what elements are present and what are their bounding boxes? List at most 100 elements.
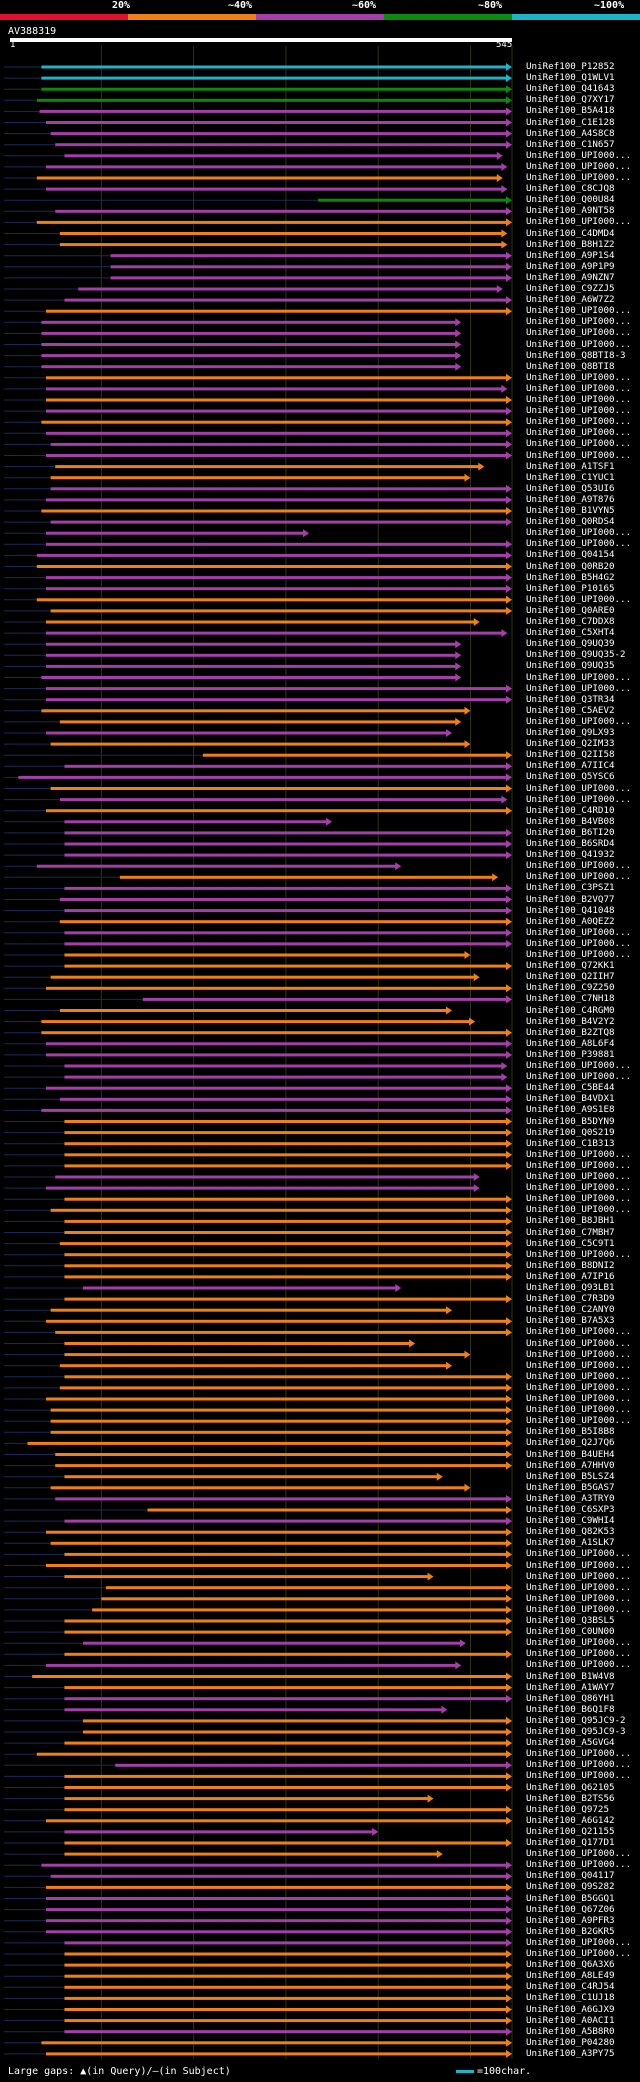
hit-label[interactable]: UniRef100_UPI000...: [526, 394, 632, 405]
hit-label[interactable]: UniRef100_C2ANY0: [526, 1304, 615, 1316]
hit-label[interactable]: UniRef100_A1SLK7: [526, 1537, 615, 1549]
hit-label[interactable]: UniRef100_UPI000...: [526, 1592, 632, 1604]
hit-label[interactable]: UniRef100_B6SRD4: [526, 838, 615, 849]
hit-label[interactable]: UniRef100_UPI000...: [526, 1159, 632, 1171]
hit-label[interactable]: UniRef100_A0QEZ2: [526, 915, 615, 927]
hit-label[interactable]: UniRef100_Q0ARE0: [526, 604, 615, 616]
hit-label[interactable]: UniRef100_B8H1Z2: [526, 238, 615, 250]
hit-label[interactable]: UniRef100_A3TRY0: [526, 1492, 615, 1504]
hit-label[interactable]: UniRef100_UPI000...: [526, 382, 632, 394]
hit-label[interactable]: UniRef100_A4S8C8: [526, 127, 615, 139]
hit-label[interactable]: UniRef100_C7NH18: [526, 993, 615, 1005]
hit-label[interactable]: UniRef100_UPI000...: [526, 1659, 632, 1671]
hit-label[interactable]: UniRef100_UPI000...: [526, 682, 632, 694]
hit-label[interactable]: UniRef100_UPI000...: [526, 1171, 632, 1182]
hit-label[interactable]: UniRef100_UPI000...: [526, 1570, 632, 1582]
hit-label[interactable]: UniRef100_C1E128: [526, 116, 615, 128]
hit-label[interactable]: UniRef100_UPI000...: [526, 527, 632, 539]
hit-label[interactable]: UniRef100_Q2J7Q6: [526, 1437, 615, 1449]
hit-label[interactable]: UniRef100_Q9UQ35-2: [526, 649, 626, 661]
hit-label[interactable]: UniRef100_B1VYN5: [526, 505, 615, 516]
hit-label[interactable]: UniRef100_A7IP16: [526, 1270, 615, 1282]
hit-label[interactable]: UniRef100_A6W7Z2: [526, 294, 615, 306]
hit-label[interactable]: UniRef100_UPI000...: [526, 1071, 632, 1083]
hit-label[interactable]: UniRef100_UPI000...: [526, 405, 632, 417]
hit-label[interactable]: UniRef100_A9S1E8: [526, 1104, 615, 1116]
hit-label[interactable]: UniRef100_B6Q1F8: [526, 1703, 615, 1715]
hit-label[interactable]: UniRef100_UPI000...: [526, 1859, 632, 1871]
hit-label[interactable]: UniRef100_A9NZN7: [526, 271, 615, 283]
hit-label[interactable]: UniRef100_UPI000...: [526, 1748, 632, 1760]
hit-label[interactable]: UniRef100_A0ACI1: [526, 2014, 615, 2026]
hit-label[interactable]: UniRef100_Q9LX93: [526, 727, 615, 738]
hit-label[interactable]: UniRef100_B2TS56: [526, 1792, 615, 1804]
hit-label[interactable]: UniRef100_UPI000...: [526, 1381, 632, 1393]
hit-label[interactable]: UniRef100_Q86YH1: [526, 1692, 615, 1704]
hit-label[interactable]: UniRef100_P04280: [526, 2036, 615, 2048]
hit-label[interactable]: UniRef100_Q9725: [526, 1803, 609, 1815]
hit-label[interactable]: UniRef100_UPI000...: [526, 949, 632, 960]
hit-label[interactable]: UniRef100_Q0RDS4: [526, 516, 615, 528]
hit-label[interactable]: UniRef100_Q177D1: [526, 1837, 615, 1848]
hit-label[interactable]: UniRef100_C4RGM0: [526, 1004, 615, 1016]
hit-label[interactable]: UniRef100_C0UN00: [526, 1626, 615, 1638]
hit-label[interactable]: UniRef100_UPI000...: [526, 305, 632, 317]
hit-label[interactable]: UniRef100_C9ZZJ5: [526, 283, 615, 294]
hit-label[interactable]: UniRef100_B5LSZ4: [526, 1470, 615, 1482]
hit-label[interactable]: UniRef100_B8DNI2: [526, 1259, 615, 1271]
hit-label[interactable]: UniRef100_C1B313: [526, 1137, 615, 1149]
hit-label[interactable]: UniRef100_UPI000...: [526, 1204, 632, 1216]
hit-label[interactable]: UniRef100_UPI000...: [526, 1581, 632, 1593]
hit-label[interactable]: UniRef100_UPI000...: [526, 593, 632, 605]
hit-label[interactable]: UniRef100_P12852: [526, 61, 615, 72]
hit-label[interactable]: UniRef100_UPI000...: [526, 715, 632, 727]
hit-label[interactable]: UniRef100_A6G142: [526, 1814, 615, 1826]
hit-label[interactable]: UniRef100_UPI000...: [526, 1637, 632, 1649]
hit-label[interactable]: UniRef100_Q7XY17: [526, 94, 615, 106]
hit-label[interactable]: UniRef100_UPI000...: [526, 1182, 632, 1194]
hit-label[interactable]: UniRef100_B2VQ77: [526, 893, 615, 905]
hit-label[interactable]: UniRef100_A8L6F4: [526, 1037, 615, 1049]
hit-label[interactable]: UniRef100_C7DDX8: [526, 616, 615, 627]
hit-label[interactable]: UniRef100_B6TI20: [526, 826, 615, 838]
hit-label[interactable]: UniRef100_B4VB08: [526, 815, 615, 827]
hit-label[interactable]: UniRef100_B2ZTQ8: [526, 1026, 615, 1038]
hit-label[interactable]: UniRef100_Q2II58: [526, 749, 615, 761]
hit-label[interactable]: UniRef100_UPI000...: [526, 1348, 632, 1360]
hit-label[interactable]: UniRef100_Q6A3X6: [526, 1959, 615, 1971]
hit-label[interactable]: UniRef100_Q9S282: [526, 1881, 615, 1893]
hit-label[interactable]: UniRef100_Q0S219: [526, 1126, 615, 1138]
hit-label[interactable]: UniRef100_UPI000...: [526, 926, 632, 938]
hit-label[interactable]: UniRef100_UPI000...: [526, 160, 632, 172]
hit-label[interactable]: UniRef100_A7IIC4: [526, 760, 615, 772]
hit-label[interactable]: UniRef100_UPI000...: [526, 1359, 632, 1371]
hit-label[interactable]: UniRef100_UPI000...: [526, 1603, 632, 1615]
hit-label[interactable]: UniRef100_A6GJX9: [526, 2003, 615, 2015]
hit-label[interactable]: UniRef100_Q5YSC6: [526, 771, 615, 783]
hit-label[interactable]: UniRef100_P39881: [526, 1048, 615, 1060]
hit-label[interactable]: UniRef100_UPI000...: [526, 860, 632, 872]
hit-label[interactable]: UniRef100_C5C9T1: [526, 1237, 615, 1249]
hit-label[interactable]: UniRef100_UPI000...: [526, 1948, 632, 1959]
hit-label[interactable]: UniRef100_B5GAS7: [526, 1481, 615, 1493]
hit-label[interactable]: UniRef100_A5B8R0: [526, 2025, 615, 2037]
hit-label[interactable]: UniRef100_A9NT58: [526, 205, 615, 217]
hit-label[interactable]: UniRef100_UPI000...: [526, 438, 632, 450]
hit-label[interactable]: UniRef100_UPI000...: [526, 1393, 632, 1404]
hit-label[interactable]: UniRef100_UPI000...: [526, 1337, 632, 1349]
hit-label[interactable]: UniRef100_B4VDX1: [526, 1093, 615, 1105]
hit-label[interactable]: UniRef100_UPI000...: [526, 1148, 632, 1160]
hit-label[interactable]: UniRef100_Q9UQ35: [526, 660, 615, 672]
hit-label[interactable]: UniRef100_UPI000...: [526, 1770, 632, 1782]
hit-label[interactable]: UniRef100_A1WAY7: [526, 1681, 615, 1693]
hit-label[interactable]: UniRef100_UPI000...: [526, 316, 632, 328]
hit-label[interactable]: UniRef100_UPI000...: [526, 1060, 632, 1071]
hit-label[interactable]: UniRef100_Q2IM33: [526, 738, 615, 750]
hit-label[interactable]: UniRef100_UPI000...: [526, 782, 632, 794]
hit-label[interactable]: UniRef100_UPI000...: [526, 1193, 632, 1205]
hit-label[interactable]: UniRef100_UPI000...: [526, 1548, 632, 1560]
hit-label[interactable]: UniRef100_Q41048: [526, 904, 615, 916]
hit-label[interactable]: UniRef100_C9WHI4: [526, 1515, 615, 1527]
hit-label[interactable]: UniRef100_C4RJ54: [526, 1981, 615, 1993]
hit-label[interactable]: UniRef100_P10165: [526, 582, 615, 594]
